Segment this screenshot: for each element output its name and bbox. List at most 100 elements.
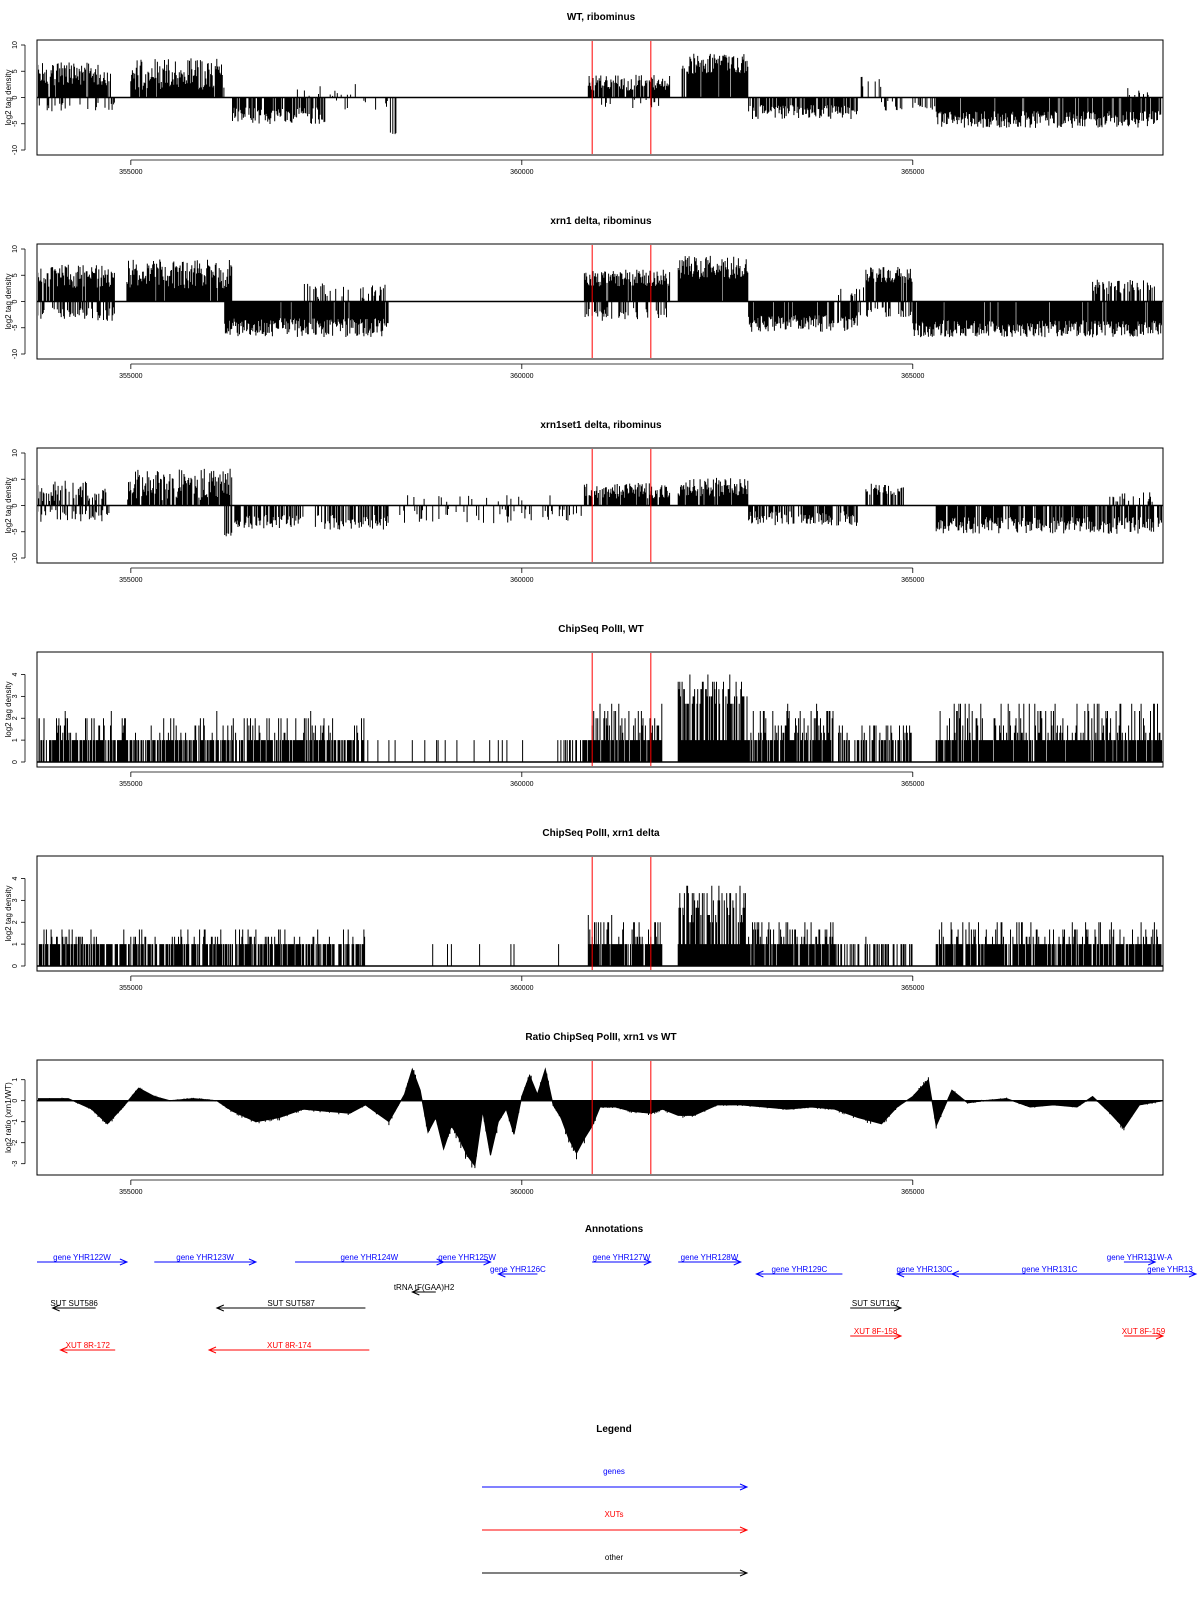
- annotation-feature: gene YHR123W: [154, 1253, 258, 1266]
- data-marks: [38, 468, 1162, 537]
- feature-label: SUT SUT167: [852, 1299, 900, 1308]
- y-axis-label: log2 tag density: [4, 681, 13, 737]
- y-axis-label: log2 tag density: [4, 273, 13, 329]
- y-tick-label: 0: [12, 760, 19, 764]
- y-tick-label: 0: [12, 1099, 19, 1103]
- legend-arrowhead: [739, 1569, 749, 1577]
- feature-arrowhead: [207, 1346, 217, 1354]
- feature-arrowhead: [483, 1258, 492, 1266]
- annotation-feature: SUT SUT587: [215, 1299, 366, 1312]
- plot-frame: [36, 855, 1164, 972]
- y-tick-label: 10: [12, 41, 19, 49]
- x-tick-label: 365000: [901, 577, 924, 584]
- series-bars: [38, 885, 1162, 966]
- feature-arrowhead: [51, 1304, 60, 1312]
- y-tick-label: 5: [12, 69, 19, 73]
- data-marks: [38, 674, 1162, 762]
- y-tick-label: 0: [12, 95, 19, 99]
- feature-arrowhead: [755, 1270, 764, 1278]
- x-tick-label: 355000: [119, 1189, 142, 1196]
- y-tick-label: -1: [12, 1118, 19, 1124]
- y-tick-label: 5: [12, 273, 19, 277]
- annotation-feature: gene YHR122W: [37, 1253, 129, 1266]
- feature-arrowhead: [497, 1270, 506, 1278]
- plot-frame: [36, 447, 1164, 564]
- series-bars: [38, 53, 1149, 98]
- panel-1: WT, ribominus log2 tag density -10 -5 0 5 10 35…: [4, 12, 1164, 176]
- panel-title: WT, ribominus: [567, 12, 636, 23]
- x-tick-label: 355000: [119, 985, 142, 992]
- data-marks: [38, 255, 1162, 338]
- feature-label: XUT 8F-158: [854, 1327, 898, 1336]
- x-tick-label: 355000: [119, 169, 142, 176]
- feature-label: gene YHR127W: [593, 1253, 651, 1262]
- legend-items: genes XUTs other: [482, 1467, 749, 1577]
- y-tick-label: 4: [12, 672, 19, 676]
- x-tick-label: 365000: [901, 169, 924, 176]
- x-tick-label: 355000: [119, 373, 142, 380]
- annotation-features: gene YHR122W gene YHR123W gene YHR124W gene…: [37, 1253, 1198, 1354]
- feature-arrowhead: [950, 1270, 960, 1278]
- series-bars: [38, 301, 1162, 338]
- y-tick-label: -5: [12, 529, 19, 535]
- x-tick-label: 360000: [510, 373, 533, 380]
- y-tick-label: -10: [12, 145, 19, 155]
- feature-arrowhead: [893, 1332, 903, 1340]
- series-bars: [38, 255, 1155, 302]
- annotation-feature: gene YHR129C: [755, 1265, 843, 1278]
- panel-title: ChipSeq PolII, xrn1 delta: [542, 828, 660, 839]
- feature-label: gene YHR123W: [176, 1253, 234, 1262]
- feature-arrowhead: [436, 1258, 445, 1266]
- series-bars: [38, 674, 1162, 762]
- feature-label: XUT 8R-172: [66, 1341, 111, 1350]
- x-tick-label: 365000: [901, 1189, 924, 1196]
- y-axis-label: log2 tag density: [4, 69, 13, 125]
- feature-arrowhead: [1188, 1270, 1198, 1278]
- plot-frame: [36, 1059, 1164, 1176]
- y-axis-label: log2 tag density: [4, 477, 13, 533]
- feature-arrowhead: [1155, 1332, 1165, 1340]
- feature-label: gene YHR122W: [53, 1253, 111, 1262]
- feature-label: XUT 8R-174: [267, 1341, 312, 1350]
- panel-6: Ratio ChipSeq PolII, xrn1 vs WT log2 rati…: [4, 1032, 1164, 1196]
- annotation-feature: gene YHR125W: [438, 1253, 496, 1266]
- y-tick-label: -2: [12, 1139, 19, 1145]
- legend-title: Legend: [596, 1424, 632, 1435]
- y-tick-label: 1: [12, 1078, 19, 1082]
- panel-3: xrn1set1 delta, ribominus log2 tag densit…: [4, 420, 1164, 584]
- annotation-feature: gene YHR130C: [895, 1265, 953, 1278]
- y-axis-label: log2 tag density: [4, 885, 13, 941]
- y-tick-label: 3: [12, 898, 19, 902]
- feature-arrowhead: [895, 1270, 905, 1278]
- panel-2: xrn1 delta, ribominus log2 tag density -10…: [4, 216, 1164, 380]
- feature-label: SUT SUT587: [267, 1299, 315, 1308]
- series-bars: [38, 468, 1153, 506]
- feature-label: XUT 8F-159: [1122, 1327, 1166, 1336]
- x-tick-label: 355000: [119, 577, 142, 584]
- y-tick-label: 3: [12, 694, 19, 698]
- y-tick-label: 2: [12, 716, 19, 720]
- feature-label: gene YHR128W: [681, 1253, 739, 1262]
- panel-title: ChipSeq PolII, WT: [558, 624, 644, 635]
- annotation-feature: gene YHR127W: [592, 1253, 653, 1266]
- annotation-feature: SUT SUT586: [50, 1299, 98, 1312]
- feature-label: gene YHR130C: [897, 1265, 953, 1274]
- data-marks: [38, 53, 1162, 135]
- y-tick-label: 10: [12, 449, 19, 457]
- ratio-detail: [38, 1069, 1162, 1169]
- x-tick-label: 360000: [510, 169, 533, 176]
- annotation-feature: SUT SUT167: [850, 1299, 903, 1312]
- feature-label: gene YHR126C: [490, 1265, 546, 1274]
- annotation-feature: gene YHR131W-A: [1107, 1253, 1173, 1266]
- x-tick-label: 360000: [510, 781, 533, 788]
- plot-frame: [36, 651, 1164, 768]
- feature-arrowhead: [643, 1258, 653, 1266]
- feature-label: tRNA tF(GAA)H2: [394, 1283, 455, 1292]
- y-tick-label: -10: [12, 349, 19, 359]
- x-tick-label: 365000: [901, 373, 924, 380]
- feature-label: SUT SUT586: [50, 1299, 98, 1308]
- x-tick-label: 365000: [901, 781, 924, 788]
- feature-arrowhead: [411, 1288, 420, 1296]
- annotation-feature: XUT 8R-174: [207, 1341, 370, 1354]
